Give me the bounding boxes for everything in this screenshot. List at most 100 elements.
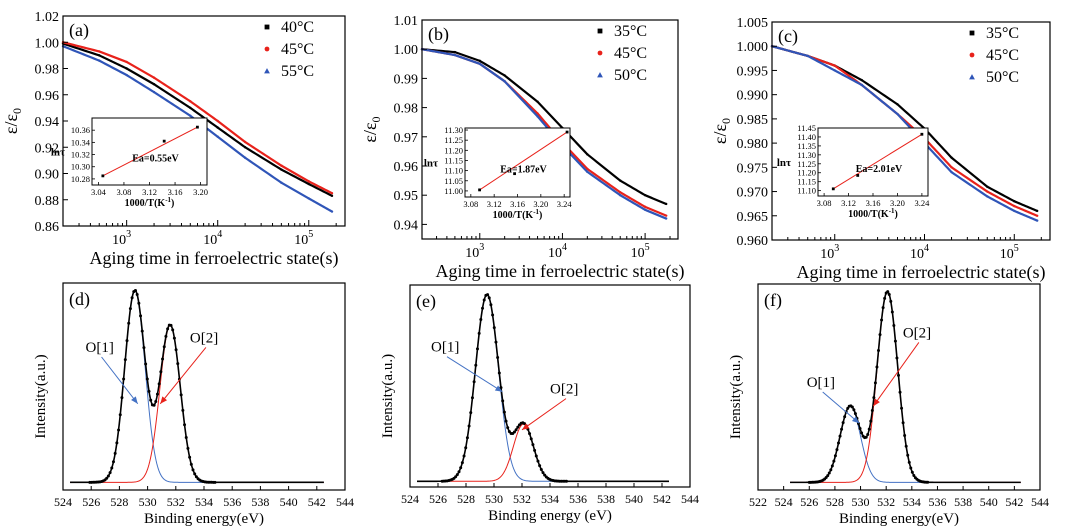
x-tick-exponent: 5 (645, 242, 650, 253)
y-tick-label: 0.995 (737, 64, 769, 79)
data-point (503, 74, 506, 77)
arrow-head (851, 416, 860, 424)
legend: 40°C 45°C 55°C (264, 19, 314, 80)
measured-point (876, 349, 880, 353)
data-point (216, 135, 219, 138)
panel-label: (a) (69, 20, 89, 41)
measured-point (472, 380, 476, 384)
measured-point (853, 412, 857, 416)
measured-point (506, 426, 510, 430)
y-tick-label: 0.95 (394, 189, 419, 204)
inset-data-point (196, 125, 199, 129)
measured-point (840, 427, 844, 431)
inset-fit-line (479, 131, 568, 191)
x-tick-label: 532 (513, 492, 531, 506)
measured-point (833, 454, 837, 458)
arrow-shaft (101, 356, 139, 405)
inset-x-tick-label: 3.24 (914, 198, 930, 208)
data-point (216, 119, 219, 123)
measured-point (164, 334, 168, 338)
measured-point (479, 318, 483, 322)
y-tick-label: 0.98 (35, 63, 60, 78)
inset-annotation: Ea=2.01eV (856, 164, 903, 175)
x-tick-label: 105 (294, 229, 313, 248)
data-point (125, 73, 128, 77)
measured-point (486, 293, 490, 297)
inset-x-tick-label: 3.16 (510, 199, 525, 209)
x-tick-label: 104 (548, 242, 567, 261)
inset-x-axis-label-part: 1000/T(K (848, 209, 889, 220)
measured-point (120, 396, 124, 400)
measured-point (528, 432, 532, 436)
inset-y-tick-label: 11.15 (797, 177, 816, 187)
measured-point (827, 471, 831, 475)
panel-e: 524 526 528 530 532 534 536 538 540 542 544 Binding… (380, 284, 699, 524)
measured-point (496, 356, 500, 360)
inset-fit-line (833, 133, 923, 190)
x-tick-label: 530 (139, 495, 157, 509)
x-tick-label: 103 (820, 243, 839, 262)
inset-data-point (101, 174, 105, 178)
measured-point (887, 292, 891, 296)
measured-point (181, 408, 185, 412)
data-point (280, 164, 283, 167)
peak-label: O[1] (807, 375, 835, 391)
inset-y-tick-label: 11.25 (444, 135, 463, 145)
measured-point (184, 435, 188, 439)
y-axis-label: ε/ε0 (1, 108, 24, 134)
measured-point (850, 405, 854, 409)
measured-point (137, 301, 141, 305)
x-tick-base: 10 (1000, 247, 1014, 262)
measured-point (838, 434, 842, 438)
measured-point (481, 306, 485, 310)
inset-data-point (478, 188, 481, 192)
y-tick-label: 0.960 (737, 234, 769, 249)
measured-point (149, 398, 153, 402)
data-point (243, 156, 247, 159)
y-axis-label-main: ε/ε (360, 122, 380, 143)
y-tick-label: 0.970 (737, 186, 769, 201)
measured-point (213, 480, 217, 484)
data-point (189, 100, 192, 103)
panel-label: (b) (428, 24, 449, 45)
data-point (1035, 214, 1039, 217)
measured-point (474, 363, 478, 367)
x-tick-base: 10 (548, 246, 562, 261)
data-point (586, 170, 589, 174)
data-point (586, 167, 589, 171)
x-axis-label: Aging time in ferroelectric state(s) (797, 262, 1046, 283)
x-tick-label: 528 (457, 492, 475, 506)
data-point (280, 181, 283, 184)
x-tick-label: 524 (54, 495, 72, 509)
data-point (503, 80, 506, 83)
legend: 35°C 45°C 50°C (597, 23, 647, 84)
y-tick-label: 0.98 (394, 102, 419, 117)
inset: 10.28 10.30 10.32 10.34 10.36 3.04 3.08 3.12 3.1… (51, 117, 208, 209)
x-axis-label: Aging time in ferroelectric state(s) (90, 248, 339, 269)
measured-point (133, 289, 137, 293)
data-point (152, 83, 156, 86)
data-point (619, 191, 622, 194)
measured-point (139, 314, 143, 318)
measured-point (144, 362, 148, 366)
x-tick-exponent: 3 (834, 243, 839, 254)
y-tick-label: 0.90 (35, 168, 60, 183)
data-point (152, 90, 156, 94)
measured-point (497, 371, 501, 375)
x-tick-base: 10 (294, 233, 308, 248)
data-point (98, 54, 101, 57)
data-point (619, 194, 622, 197)
legend-entry: 45°C (986, 47, 1019, 64)
envelope-curve (70, 289, 324, 484)
measured-point (467, 424, 471, 428)
measured-point (179, 393, 183, 397)
measured-point (878, 333, 882, 337)
x-tick-label: 540 (980, 495, 998, 509)
x-tick-label: 542 (653, 492, 671, 506)
y-tick-label: 0.88 (35, 194, 60, 209)
y-axis-label-sub: 0 (369, 116, 383, 122)
inset-x-tick-label: 3.08 (817, 198, 832, 208)
measured-point (864, 435, 868, 439)
